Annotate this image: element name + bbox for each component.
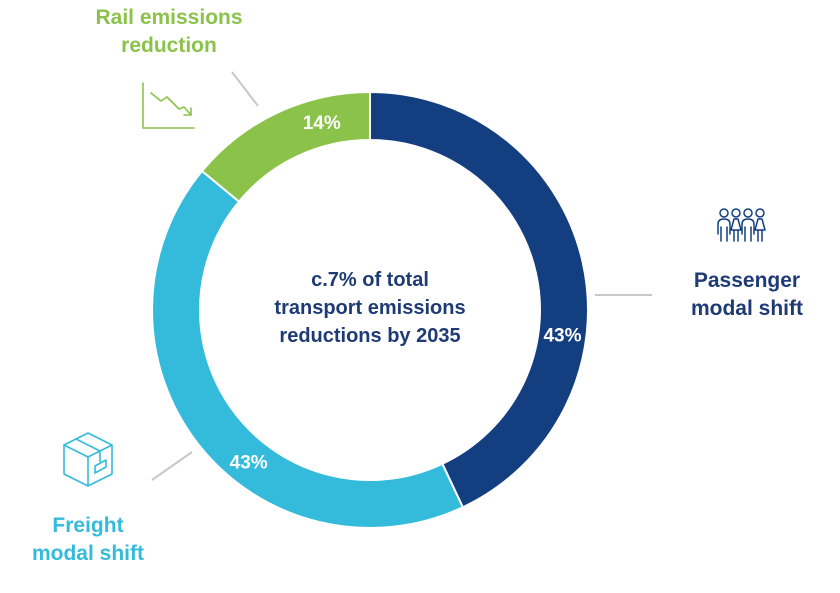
center-text: c.7% of total transport emissions reduct… — [230, 266, 510, 350]
slice-label-passenger-line-2: modal shift — [690, 297, 803, 320]
slice-label-rail-line-2: reduction — [121, 34, 217, 57]
slice-label-freight: Freight modal shift — [8, 512, 168, 568]
donut-slice-passenger — [369, 90, 589, 509]
center-text-line-2: transport emissions — [274, 297, 466, 319]
donut-slice-freight — [151, 169, 465, 529]
center-text-line-1: c.7% of total — [311, 269, 429, 291]
slice-value-label-freight: 43% — [230, 452, 268, 473]
slice-label-freight-line-1: Freight — [52, 514, 124, 537]
slice-value-label-passenger: 43% — [543, 325, 581, 346]
slice-label-rail: Rail emissions reduction — [74, 4, 264, 60]
slice-label-freight-line-2: modal shift — [31, 542, 144, 565]
slice-value-label-rail: 14% — [303, 113, 341, 134]
leader-line-rail — [231, 71, 259, 107]
slice-label-passenger-line-1: Passenger — [693, 269, 801, 292]
donut-slice-rail — [200, 90, 371, 204]
declining-chart-icon — [142, 82, 195, 129]
people-icon — [717, 208, 766, 242]
slice-label-passenger: Passenger modal shift — [672, 267, 822, 323]
leader-line-freight — [151, 451, 193, 481]
box-icon — [63, 432, 113, 487]
slice-label-rail-line-1: Rail emissions — [95, 6, 243, 29]
center-text-line-3: reductions by 2035 — [279, 325, 461, 347]
